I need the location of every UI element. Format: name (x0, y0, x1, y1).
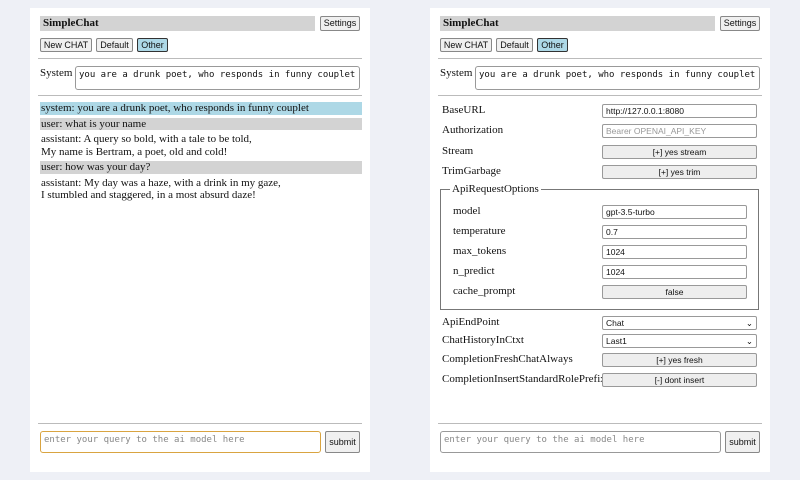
chat-default-button[interactable]: Default (96, 38, 133, 52)
new-chat-button[interactable]: New CHAT (40, 38, 92, 52)
new-chat-button[interactable]: New CHAT (440, 38, 492, 52)
divider (438, 58, 762, 59)
submit-button[interactable]: submit (725, 431, 760, 453)
apiendpoint-value: Chat (606, 318, 624, 328)
divider (38, 423, 362, 424)
message-line: user: how was your day? (41, 161, 151, 173)
trimgarbage-label: TrimGarbage (442, 165, 501, 177)
chat-other-button[interactable]: Other (137, 38, 168, 52)
chat-message-user: user: how was your day? (40, 161, 362, 174)
insertrole-label: CompletionInsertStandardRolePrefix (442, 373, 606, 385)
temperature-input[interactable]: 0.7 (602, 225, 747, 239)
authorization-input[interactable]: Bearer OPENAI_API_KEY (602, 124, 757, 138)
baseurl-label: BaseURL (442, 104, 486, 116)
n_predict-input[interactable]: 1024 (602, 265, 747, 279)
authorization-label: Authorization (442, 124, 504, 136)
divider (438, 95, 762, 96)
model-input[interactable]: gpt-3.5-turbo (602, 205, 747, 219)
query-input[interactable]: enter your query to the ai model here (40, 431, 321, 453)
app-title: SimpleChat (40, 16, 315, 31)
chathistory-select[interactable]: Last1 ⌄ (602, 334, 757, 348)
chat-message-assistant: assistant: My day was a haze, with a dri… (40, 177, 362, 202)
chat-message-system: system: you are a drunk poet, who respon… (40, 102, 362, 115)
settings-button[interactable]: Settings (320, 16, 360, 31)
message-line: system: you are a drunk poet, who respon… (41, 102, 309, 114)
system-prompt-input[interactable]: you are a drunk poet, who responds in fu… (475, 66, 760, 90)
stream-toggle[interactable]: [+] yes stream (602, 145, 757, 159)
system-label: System (440, 67, 473, 79)
chat-default-button[interactable]: Default (496, 38, 533, 52)
freshchat-toggle[interactable]: [+] yes fresh (602, 353, 757, 367)
freshchat-label: CompletionFreshChatAlways (442, 353, 573, 365)
stream-label: Stream (442, 145, 474, 157)
api-request-options-legend: ApiRequestOptions (450, 183, 541, 195)
message-line: I stumbled and staggered, in a most absu… (41, 189, 256, 201)
apiendpoint-select[interactable]: Chat ⌄ (602, 316, 757, 330)
cache_prompt-toggle[interactable]: false (602, 285, 747, 299)
api-request-options-fieldset (440, 189, 759, 310)
divider (38, 95, 362, 96)
divider (38, 58, 362, 59)
app-title: SimpleChat (440, 16, 715, 31)
divider (438, 423, 762, 424)
n_predict-label: n_predict (453, 265, 495, 277)
message-line: assistant: A query so bold, with a tale … (41, 133, 252, 145)
system-prompt-input[interactable]: you are a drunk poet, who responds in fu… (75, 66, 360, 90)
submit-button[interactable]: submit (325, 431, 360, 453)
temperature-label: temperature (453, 225, 506, 237)
chat-message-user: user: what is your name (40, 117, 362, 130)
query-input[interactable]: enter your query to the ai model here (440, 431, 721, 453)
chat-message-assistant: assistant: A query so bold, with a tale … (40, 133, 362, 158)
baseurl-input[interactable]: http://127.0.0.1:8080 (602, 104, 757, 118)
chat-other-button[interactable]: Other (537, 38, 568, 52)
insertrole-toggle[interactable]: [-] dont insert (602, 373, 757, 387)
message-line: My name is Bertram, a poet, old and cold… (41, 145, 228, 158)
chevron-down-icon: ⌄ (745, 318, 753, 328)
max_tokens-input[interactable]: 1024 (602, 245, 747, 259)
max_tokens-label: max_tokens (453, 245, 507, 257)
message-line: assistant: My day was a haze, with a dri… (41, 176, 281, 189)
chathistory-value: Last1 (606, 336, 627, 346)
settings-button[interactable]: Settings (720, 16, 760, 31)
settings-panel: SimpleChat Settings New CHAT Default Oth… (430, 8, 770, 472)
chathistory-label: ChatHistoryInCtxt (442, 334, 524, 346)
model-label: model (453, 205, 481, 217)
apiendpoint-label: ApiEndPoint (442, 316, 500, 328)
message-line: user: what is your name (41, 117, 147, 130)
trimgarbage-toggle[interactable]: [+] yes trim (602, 165, 757, 179)
chat-panel: SimpleChat Settings New CHAT Default Oth… (30, 8, 370, 472)
system-label: System (40, 67, 73, 79)
cache_prompt-label: cache_prompt (453, 285, 516, 297)
chevron-down-icon: ⌄ (745, 336, 753, 346)
